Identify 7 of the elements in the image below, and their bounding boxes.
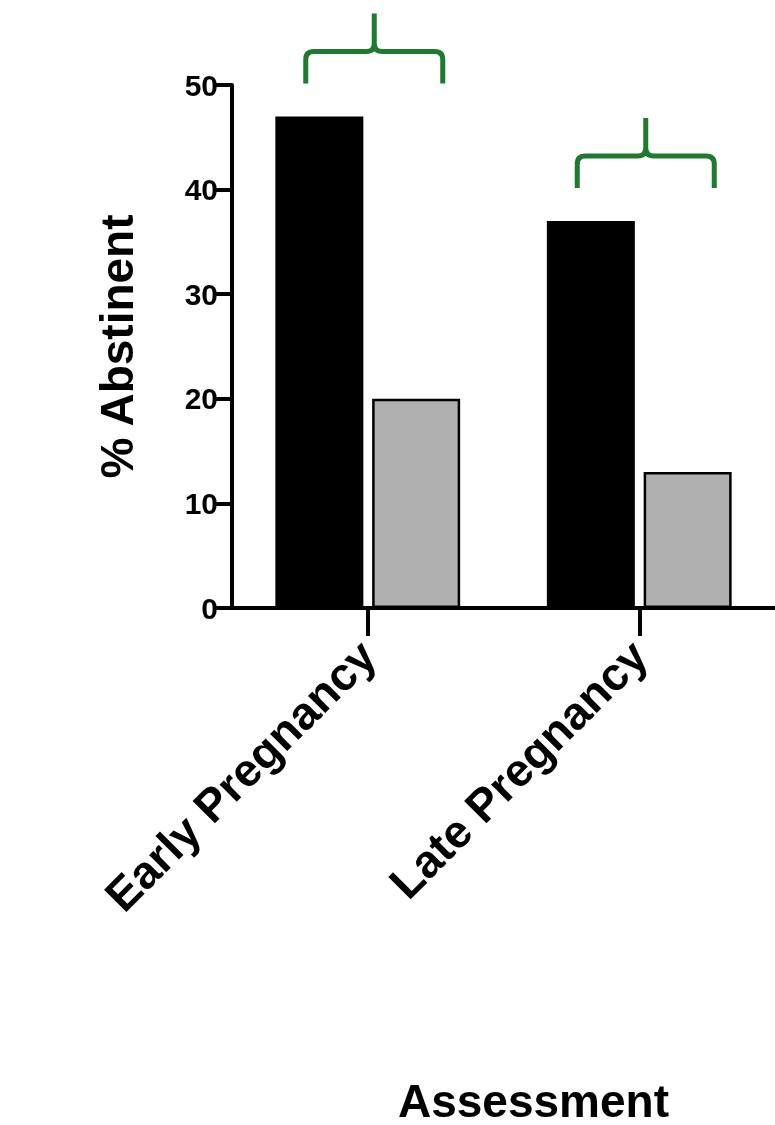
y-tick-label: 30: [184, 277, 218, 311]
y-tick-label: 40: [184, 173, 218, 207]
y-axis-title: % Abstinent: [91, 214, 143, 479]
y-tick-label: 50: [184, 68, 218, 102]
y-tick-label: 10: [184, 486, 218, 520]
y-tick-label: 20: [184, 382, 218, 416]
x-axis-title: Assessment: [397, 1075, 670, 1125]
